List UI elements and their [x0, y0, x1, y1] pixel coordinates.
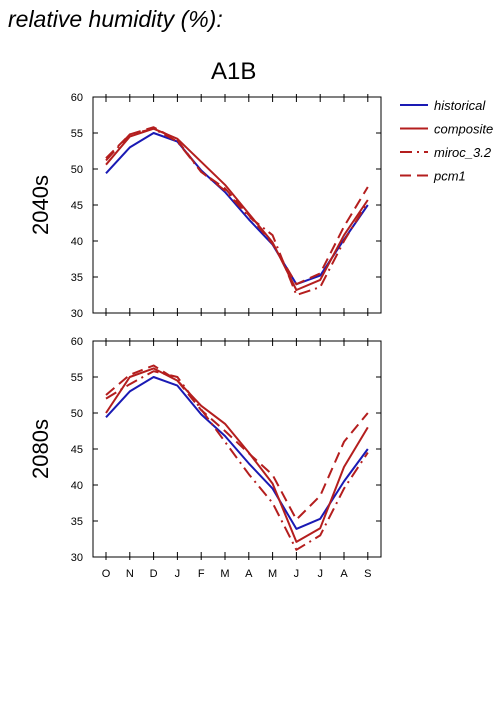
y-axis-label: 2080s	[28, 419, 53, 479]
y-tick-label: 40	[71, 236, 83, 248]
x-tick-label: D	[150, 568, 158, 580]
y-tick-label: 55	[71, 372, 83, 384]
legend: historical composite miroc_3.2 pcm1	[400, 98, 493, 184]
series-line-pcm1	[105, 364, 369, 521]
series-line-miroc_3.2	[105, 127, 369, 296]
page-header: relative humidity (%):	[8, 6, 223, 32]
legend-label-miroc_3.2: miroc_3.2	[434, 145, 492, 160]
y-tick-label: 60	[71, 92, 83, 104]
legend-label-historical: historical	[434, 98, 486, 113]
x-tick-label: J	[317, 568, 323, 580]
chart-panel-2080s: 30 35 40 45 50 55 60 O N D J F M A M J J A S 2080s	[28, 336, 382, 580]
x-tick-label: M	[268, 568, 277, 580]
y-tick-label: 35	[71, 516, 83, 528]
x-tick-label: S	[364, 568, 371, 580]
y-tick-label: 40	[71, 480, 83, 492]
x-tick-label: N	[126, 568, 134, 580]
y-tick-label: 30	[71, 552, 83, 564]
series-line-pcm1	[105, 126, 369, 286]
y-tick-label: 30	[71, 308, 83, 320]
y-tick-label: 55	[71, 128, 83, 140]
y-axis-label: 2040s	[28, 175, 53, 235]
y-tick-label: 45	[71, 444, 83, 456]
x-tick-label: A	[245, 568, 253, 580]
series-line-composite	[105, 367, 369, 543]
x-tick-label: F	[198, 568, 205, 580]
y-tick-label: 60	[71, 336, 83, 348]
legend-label-composite: composite	[434, 122, 493, 137]
x-tick-label: A	[340, 568, 348, 580]
scenario-title: A1B	[211, 58, 257, 85]
series-line-historical	[105, 376, 369, 530]
x-tick-label: J	[175, 568, 181, 580]
series-line-composite	[105, 127, 369, 291]
chart-panel-2040s: 30 35 40 45 50 55 60 2040s	[28, 92, 382, 320]
series-line-miroc_3.2	[105, 370, 369, 551]
series-line-historical	[105, 132, 369, 286]
y-tick-label: 50	[71, 408, 83, 420]
y-tick-label: 50	[71, 164, 83, 176]
legend-label-pcm1: pcm1	[433, 169, 466, 184]
y-tick-label: 35	[71, 272, 83, 284]
x-tick-label: J	[294, 568, 300, 580]
x-tick-label: O	[102, 568, 111, 580]
x-tick-label: M	[220, 568, 229, 580]
y-tick-label: 45	[71, 200, 83, 212]
